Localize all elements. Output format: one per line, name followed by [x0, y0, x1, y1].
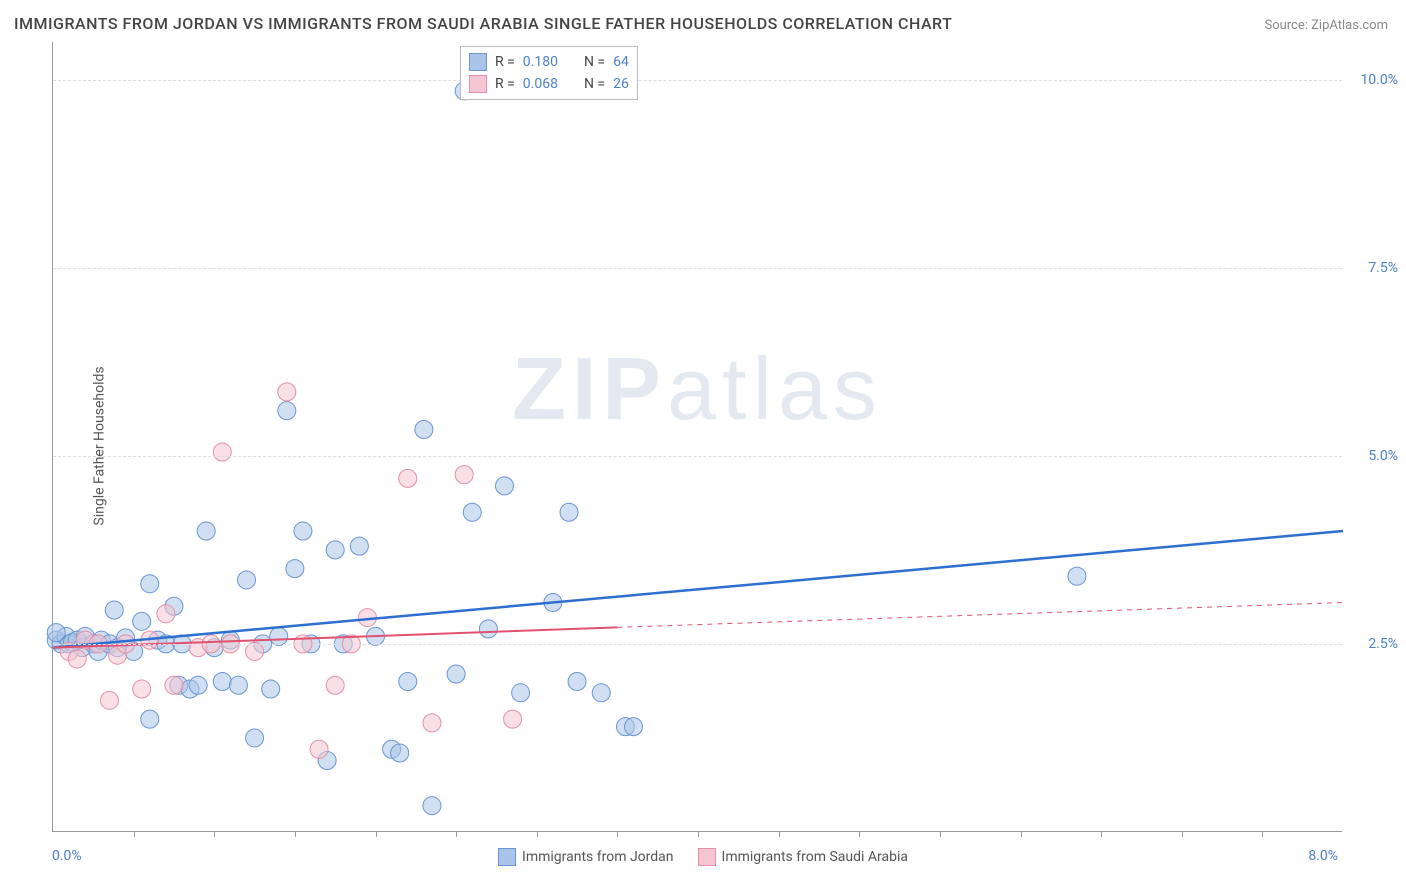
n-value: 64: [613, 54, 629, 70]
y-tick-label: 2.5%: [1368, 636, 1398, 652]
r-label: R =: [495, 54, 515, 70]
data-point: [455, 466, 473, 484]
data-point: [246, 642, 264, 660]
stats-legend: R = 0.180 N = 64 R = 0.068 N = 26: [460, 46, 638, 100]
data-point: [229, 676, 247, 694]
data-point: [262, 680, 280, 698]
x-tick: [456, 831, 457, 837]
x-tick: [698, 831, 699, 837]
x-tick: [537, 831, 538, 837]
n-label: N =: [584, 54, 605, 70]
data-point: [213, 673, 231, 691]
data-point: [326, 676, 344, 694]
x-tick: [1182, 831, 1183, 837]
legend-swatch: [469, 75, 487, 93]
x-tick: [295, 831, 296, 837]
plot-area: ZIPatlas 2.5%5.0%7.5%10.0%: [52, 42, 1342, 832]
data-point: [560, 503, 578, 521]
n-label: N =: [584, 76, 605, 92]
y-tick-label: 7.5%: [1368, 260, 1398, 276]
r-label: R =: [495, 76, 515, 92]
data-point: [213, 443, 231, 461]
data-point: [238, 571, 256, 589]
legend-swatch: [498, 848, 516, 866]
data-point: [270, 627, 288, 645]
data-point: [625, 718, 643, 736]
data-point: [286, 560, 304, 578]
data-point: [133, 680, 151, 698]
x-tick: [1101, 831, 1102, 837]
legend-item: Immigrants from Jordan: [498, 848, 674, 866]
data-point: [423, 714, 441, 732]
gridline: [53, 268, 1342, 269]
data-point: [246, 729, 264, 747]
data-point: [165, 676, 183, 694]
x-tick: [617, 831, 618, 837]
data-point: [141, 710, 159, 728]
data-point: [592, 684, 610, 702]
data-point: [133, 612, 151, 630]
x-origin-label: 0.0%: [52, 848, 82, 864]
data-point: [105, 601, 123, 619]
data-point: [463, 503, 481, 521]
x-tick: [1262, 831, 1263, 837]
x-tick: [134, 831, 135, 837]
data-point: [100, 691, 118, 709]
data-point: [197, 522, 215, 540]
trend-line-ext: [617, 603, 1343, 628]
data-point: [278, 383, 296, 401]
data-point: [47, 624, 65, 642]
x-tick: [779, 831, 780, 837]
data-point: [504, 710, 522, 728]
plot-svg: [53, 42, 1342, 831]
data-point: [415, 420, 433, 438]
x-tick: [376, 831, 377, 837]
legend-swatch: [469, 53, 487, 71]
data-point: [326, 541, 344, 559]
data-point: [568, 673, 586, 691]
gridline: [53, 644, 1342, 645]
data-point: [1068, 567, 1086, 585]
x-end-label: 8.0%: [1308, 848, 1338, 864]
y-tick-label: 10.0%: [1360, 72, 1398, 88]
data-point: [399, 673, 417, 691]
data-point: [68, 650, 86, 668]
x-tick: [859, 831, 860, 837]
stats-row: R = 0.180 N = 64: [469, 51, 629, 73]
data-point: [189, 676, 207, 694]
chart-title: IMMIGRANTS FROM JORDAN VS IMMIGRANTS FRO…: [14, 14, 952, 33]
chart-container: IMMIGRANTS FROM JORDAN VS IMMIGRANTS FRO…: [0, 0, 1406, 892]
stats-row: R = 0.068 N = 26: [469, 73, 629, 95]
data-point: [512, 684, 530, 702]
data-point: [447, 665, 465, 683]
bottom-legend: Immigrants from Jordan Immigrants from Sa…: [498, 848, 908, 866]
data-point: [350, 537, 368, 555]
data-point: [141, 575, 159, 593]
x-tick: [940, 831, 941, 837]
y-tick-label: 5.0%: [1368, 448, 1398, 464]
data-point: [496, 477, 514, 495]
data-point: [399, 469, 417, 487]
x-tick: [214, 831, 215, 837]
data-point: [310, 740, 328, 758]
data-point: [479, 620, 497, 638]
data-point: [391, 744, 409, 762]
data-point: [294, 522, 312, 540]
r-value: 0.180: [523, 54, 558, 70]
legend-label: Immigrants from Jordan: [522, 849, 674, 865]
gridline: [53, 80, 1342, 81]
data-point: [278, 402, 296, 420]
data-point: [157, 605, 175, 623]
x-tick: [1021, 831, 1022, 837]
r-value: 0.068: [523, 76, 558, 92]
source-label: Source: ZipAtlas.com: [1264, 18, 1388, 33]
n-value: 26: [613, 76, 629, 92]
legend-swatch: [698, 848, 716, 866]
legend-item: Immigrants from Saudi Arabia: [698, 848, 908, 866]
data-point: [423, 797, 441, 815]
gridline: [53, 456, 1342, 457]
legend-label: Immigrants from Saudi Arabia: [722, 849, 908, 865]
